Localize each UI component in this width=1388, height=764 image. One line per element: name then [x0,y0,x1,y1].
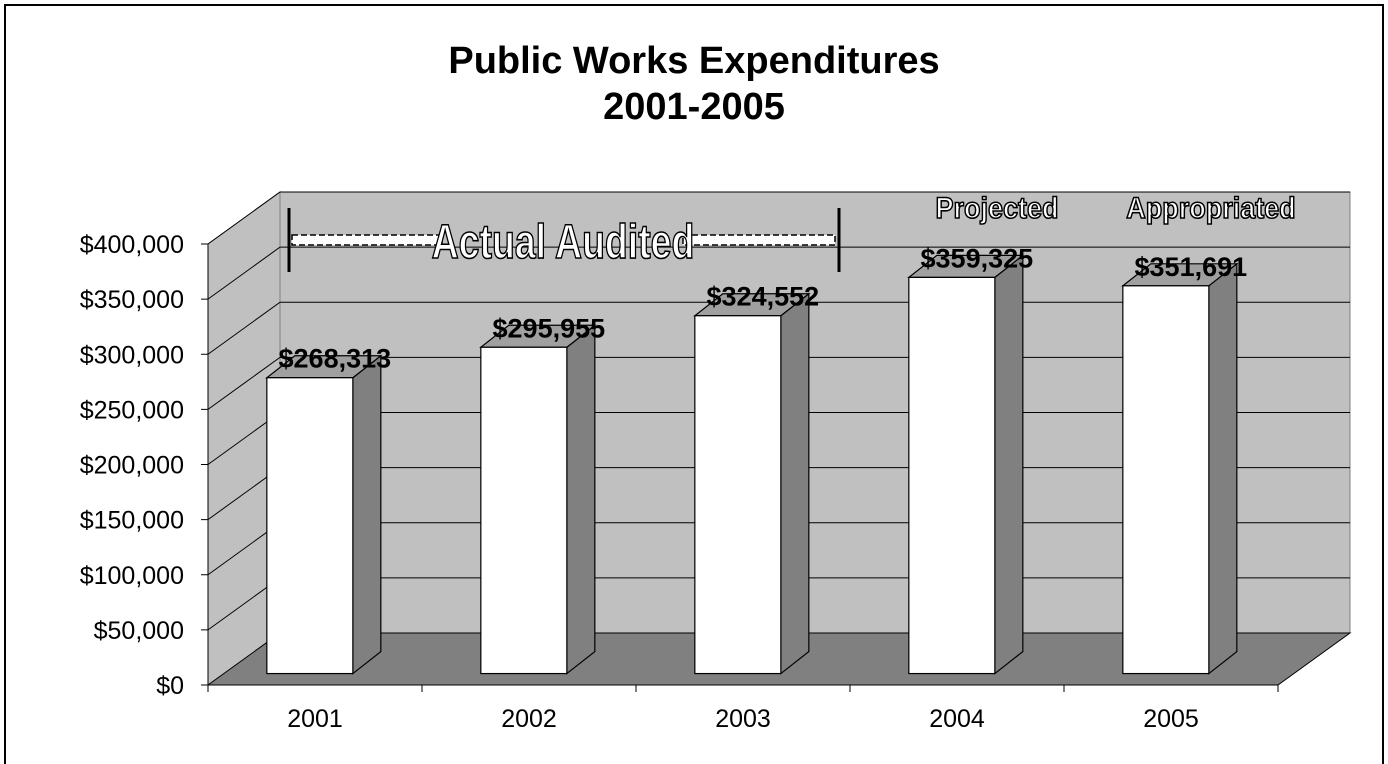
annotation-appropriated: Appropriated [1126,192,1295,226]
data-label: $268,313 [279,344,392,374]
data-label: $295,955 [493,313,606,343]
bar [694,315,782,675]
chart-title: Public Works Expenditures 2001-2005 [0,38,1388,130]
data-label: $324,552 [707,282,820,312]
bar-side [352,354,382,675]
data-label: $359,325 [921,243,1034,273]
chart-title-line1: Public Works Expenditures [448,40,940,82]
y-tick-label: $400,000 [80,231,184,259]
x-tick-label: 2004 [929,705,985,733]
annotation-projected: Projected [936,192,1059,226]
bar-side [994,254,1024,675]
bar [480,346,568,675]
bar-side [566,324,596,675]
audited-bracket-line-right [682,234,836,246]
y-tick-label: $200,000 [80,452,184,480]
y-tick-label: $250,000 [80,396,184,424]
y-tick-label: $300,000 [80,341,184,369]
bar-side [1208,262,1238,675]
data-label: $351,691 [1135,252,1248,282]
y-tick-label: $50,000 [94,617,184,645]
bar [266,377,354,675]
x-tick-label: 2002 [501,705,557,733]
annotation-actual-audited: Actual Audited [432,216,695,270]
y-tick-label: $100,000 [80,562,184,590]
gridline [207,191,1350,245]
bar [1122,285,1210,675]
y-tick-label: $150,000 [80,507,184,535]
chart-title-line2: 2001-2005 [603,86,785,128]
y-tick-label: $0 [156,672,184,700]
y-tick-label: $350,000 [80,286,184,314]
x-tick-label: 2005 [1143,705,1199,733]
gridline [207,246,1350,300]
audited-bracket-line-left [291,234,443,246]
x-tick-label: 2001 [287,705,343,733]
bar-side [780,292,810,675]
bar [908,276,996,675]
x-tick-label: 2003 [715,705,771,733]
